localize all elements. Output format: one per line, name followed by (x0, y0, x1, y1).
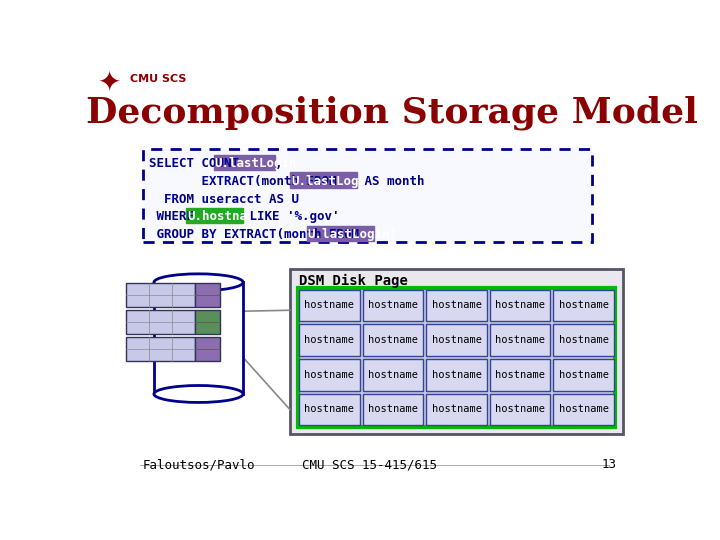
Bar (426, 325, 487, 356)
Text: ✦: ✦ (98, 69, 121, 97)
Text: hostname: hostname (495, 370, 545, 380)
Bar (490, 394, 550, 425)
Text: DSM Disk Page: DSM Disk Page (300, 273, 408, 288)
Ellipse shape (154, 386, 243, 402)
Text: 13: 13 (602, 458, 617, 471)
Text: hostname: hostname (431, 335, 482, 345)
Bar (363, 394, 423, 425)
Bar (186, 208, 243, 223)
Text: FROM useracct AS U: FROM useracct AS U (149, 193, 299, 206)
Text: U.lastLogin): U.lastLogin) (307, 228, 397, 241)
Bar (194, 336, 220, 361)
Bar (490, 289, 550, 321)
Bar (214, 155, 275, 170)
Text: SELECT COUNT: SELECT COUNT (149, 157, 239, 170)
Text: hostname: hostname (431, 300, 482, 310)
Bar (307, 226, 374, 241)
Text: CMU SCS 15-415/615: CMU SCS 15-415/615 (302, 458, 436, 471)
Bar (554, 359, 614, 390)
Text: hostname: hostname (305, 300, 354, 310)
Ellipse shape (154, 274, 243, 291)
Bar (363, 359, 423, 390)
Bar (363, 289, 423, 321)
Text: hostname: hostname (368, 300, 418, 310)
Bar (300, 359, 360, 390)
Text: Faloutsos/Pavlo: Faloutsos/Pavlo (143, 458, 255, 471)
Text: U.lastLogin): U.lastLogin) (291, 175, 381, 188)
Text: hostname: hostname (495, 335, 545, 345)
Bar (127, 309, 194, 334)
Text: hostname: hostname (495, 404, 545, 414)
Text: hostname: hostname (559, 300, 608, 310)
Bar (426, 359, 487, 390)
Text: U.hostname: U.hostname (187, 211, 262, 224)
Text: ,: , (274, 157, 282, 170)
Text: hostname: hostname (495, 300, 545, 310)
Text: hostname: hostname (431, 404, 482, 414)
Bar (154, 282, 243, 394)
Text: GROUP BY EXTRACT(month FROM: GROUP BY EXTRACT(month FROM (149, 228, 366, 241)
Bar (143, 150, 593, 242)
Bar (554, 394, 614, 425)
Text: LIKE '%.gov': LIKE '%.gov' (242, 211, 339, 224)
Bar (426, 289, 487, 321)
Text: AS month: AS month (356, 175, 424, 188)
Text: WHERE: WHERE (149, 211, 202, 224)
Bar (300, 289, 360, 321)
Bar (297, 288, 616, 427)
Bar (194, 309, 220, 334)
Text: hostname: hostname (368, 370, 418, 380)
Text: hostname: hostname (559, 404, 608, 414)
Bar (290, 172, 357, 187)
Text: EXTRACT(month FROM: EXTRACT(month FROM (149, 175, 344, 188)
Bar (363, 325, 423, 356)
Text: U.lastLogin: U.lastLogin (215, 157, 297, 170)
Bar (300, 394, 360, 425)
Bar (490, 325, 550, 356)
Text: hostname: hostname (368, 404, 418, 414)
Text: hostname: hostname (368, 335, 418, 345)
Text: hostname: hostname (431, 370, 482, 380)
Bar (194, 283, 220, 307)
Bar (490, 359, 550, 390)
Bar (554, 289, 614, 321)
Text: hostname: hostname (559, 335, 608, 345)
Bar (127, 336, 194, 361)
Text: hostname: hostname (305, 335, 354, 345)
Text: Decomposition Storage Model: Decomposition Storage Model (86, 96, 698, 130)
Bar (554, 325, 614, 356)
Bar (426, 394, 487, 425)
Text: hostname: hostname (305, 404, 354, 414)
Text: hostname: hostname (559, 370, 608, 380)
Bar (290, 269, 624, 434)
Text: hostname: hostname (305, 370, 354, 380)
Text: CMU SCS: CMU SCS (130, 74, 186, 84)
Bar (127, 283, 194, 307)
Bar (300, 325, 360, 356)
